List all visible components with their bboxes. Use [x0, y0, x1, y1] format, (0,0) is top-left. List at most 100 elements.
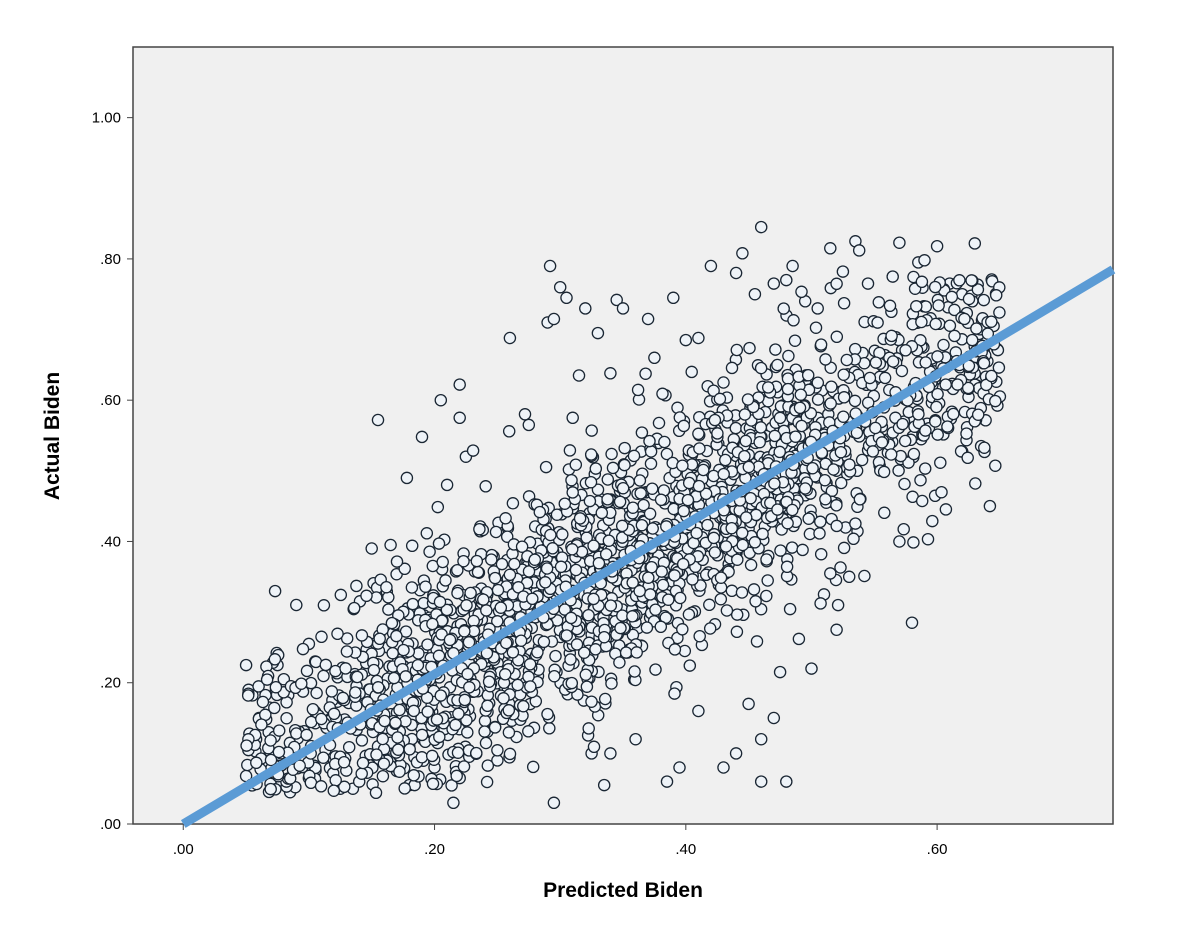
data-point	[522, 725, 535, 738]
data-point	[547, 796, 561, 810]
data-point	[781, 382, 795, 396]
data-point	[480, 604, 493, 617]
data-point	[649, 663, 662, 676]
data-point	[701, 518, 714, 532]
data-point	[403, 743, 416, 756]
data-point	[662, 593, 675, 606]
data-point	[947, 407, 960, 421]
data-point	[809, 321, 823, 334]
data-point	[761, 574, 774, 587]
data-point	[347, 601, 361, 615]
data-point	[707, 384, 720, 397]
data-point	[526, 592, 539, 606]
data-point	[883, 299, 897, 313]
data-point	[738, 408, 752, 421]
data-point	[618, 458, 631, 472]
data-point	[646, 522, 659, 535]
data-point	[693, 442, 706, 455]
data-point	[886, 270, 899, 283]
data-point	[457, 760, 471, 773]
data-point	[458, 693, 472, 707]
data-point	[754, 732, 768, 746]
data-point	[679, 333, 693, 347]
data-point	[773, 665, 787, 679]
data-point	[931, 428, 944, 441]
x-tick-label: .60	[927, 841, 948, 858]
data-point	[760, 589, 773, 603]
data-point	[628, 665, 641, 678]
data-point	[470, 746, 483, 760]
data-point	[384, 538, 397, 552]
x-tick-label: .20	[424, 841, 445, 858]
data-point	[644, 457, 658, 470]
data-point	[931, 387, 944, 401]
data-point	[531, 645, 544, 659]
data-point	[811, 302, 824, 315]
data-point	[350, 670, 364, 684]
data-point	[319, 658, 333, 672]
data-point	[741, 393, 755, 406]
data-point	[736, 247, 749, 260]
data-point	[479, 480, 492, 493]
data-point	[564, 611, 578, 625]
data-point	[948, 303, 961, 317]
data-point	[834, 561, 847, 574]
data-point	[754, 421, 768, 434]
data-point	[875, 436, 889, 449]
data-point	[464, 586, 477, 600]
data-point	[491, 744, 504, 757]
data-point	[703, 598, 716, 612]
y-tick-label: .00	[100, 816, 121, 833]
data-point	[735, 586, 749, 599]
data-point	[466, 444, 480, 457]
data-point	[443, 633, 457, 647]
data-point	[708, 546, 722, 559]
data-point	[754, 361, 768, 375]
y-axis-title: Actual Biden	[41, 372, 64, 500]
data-point	[781, 516, 794, 530]
data-point	[495, 557, 509, 571]
data-point	[629, 732, 642, 746]
data-point	[573, 512, 587, 525]
data-point	[587, 592, 600, 606]
data-point	[317, 751, 330, 764]
data-point	[526, 760, 540, 774]
data-point	[853, 493, 867, 506]
data-point	[565, 543, 579, 556]
data-point	[965, 333, 979, 347]
data-point	[971, 408, 985, 421]
data-point	[378, 714, 391, 728]
data-point	[517, 699, 530, 713]
data-point	[769, 343, 782, 356]
data-point	[420, 527, 434, 540]
data-point	[627, 449, 641, 463]
data-point	[683, 659, 697, 672]
data-point	[837, 410, 850, 423]
data-point	[673, 761, 686, 774]
data-point	[668, 687, 681, 700]
data-point	[782, 349, 795, 363]
data-point	[918, 254, 931, 267]
data-point	[582, 722, 595, 735]
data-point	[498, 668, 512, 681]
data-point	[792, 632, 806, 646]
data-point	[631, 383, 645, 397]
data-point	[489, 525, 503, 539]
data-point	[304, 776, 318, 790]
data-point	[626, 501, 640, 514]
data-point	[376, 769, 390, 783]
data-point	[280, 711, 293, 725]
data-point	[915, 275, 929, 289]
data-point	[935, 485, 948, 499]
data-point	[767, 277, 781, 290]
data-point	[349, 686, 362, 699]
data-point	[471, 565, 485, 579]
data-point	[503, 747, 517, 761]
data-point	[978, 441, 991, 454]
data-point	[895, 364, 909, 378]
data-point	[878, 506, 891, 520]
data-point	[824, 567, 837, 580]
data-point	[604, 367, 617, 380]
data-point	[549, 649, 562, 663]
data-point	[814, 547, 828, 561]
